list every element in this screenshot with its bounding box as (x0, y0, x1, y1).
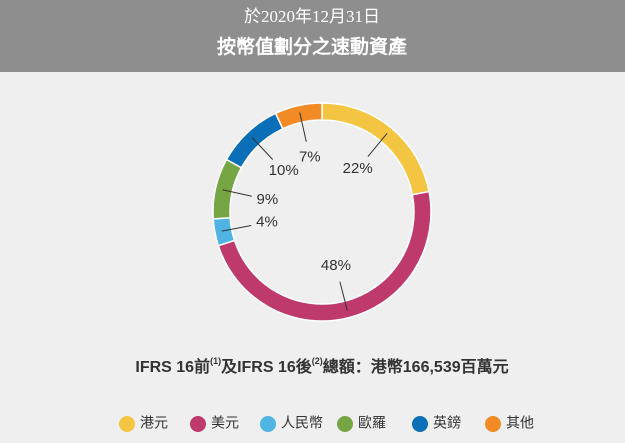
legend-label: 歐羅 (358, 415, 386, 431)
legend-label: 英鎊 (433, 415, 461, 431)
data-label: 22% (343, 160, 373, 177)
leader-line (221, 225, 252, 232)
note-part: 及IFRS 16後 (221, 357, 313, 376)
legend-label: 港元 (140, 415, 168, 431)
note-part: IFRS 16前 (135, 357, 210, 376)
legend-marker (119, 416, 135, 432)
legend-label: 美元 (211, 415, 239, 431)
header (0, 0, 625, 72)
data-label: 4% (256, 213, 278, 230)
legend-label: 人民幣 (281, 415, 323, 431)
data-label: 9% (257, 191, 279, 208)
legend-marker (190, 416, 206, 432)
legend-marker (337, 416, 353, 432)
data-label: 10% (269, 162, 299, 179)
note-part: 總額：港幣166,539百萬元 (323, 357, 509, 376)
legend-marker (412, 416, 428, 432)
note-sup: (2) (312, 356, 323, 366)
data-label: 48% (321, 257, 351, 274)
leader-line (339, 281, 348, 311)
donut-segment (274, 102, 323, 130)
leader-line (367, 133, 388, 157)
legend-marker (485, 416, 501, 432)
legend-marker (260, 416, 276, 432)
chart-subtitle: 按幣值劃分之速動資產 (217, 35, 407, 58)
chart-title: 於2020年12月31日 (244, 7, 380, 26)
note: IFRS 16前(1)及IFRS 16後(2)總額：港幣166,539百萬元 (135, 356, 508, 376)
data-label: 7% (299, 148, 321, 165)
leader-line (251, 137, 274, 160)
legend-label: 其他 (506, 415, 534, 431)
leader-line (222, 189, 252, 197)
leader-line (299, 112, 307, 142)
note-sup: (1) (210, 356, 221, 366)
